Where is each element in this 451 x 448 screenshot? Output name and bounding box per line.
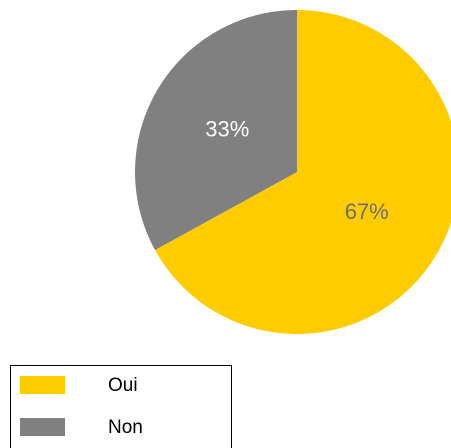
pie-slice [155,10,451,334]
legend-label: Non [108,417,143,438]
legend-swatch [20,376,65,394]
pie-slice [134,9,297,251]
legend-label: Oui [108,375,138,396]
data-label: 67% [345,199,389,224]
data-label: 33% [205,117,249,142]
legend-swatch [20,418,65,436]
